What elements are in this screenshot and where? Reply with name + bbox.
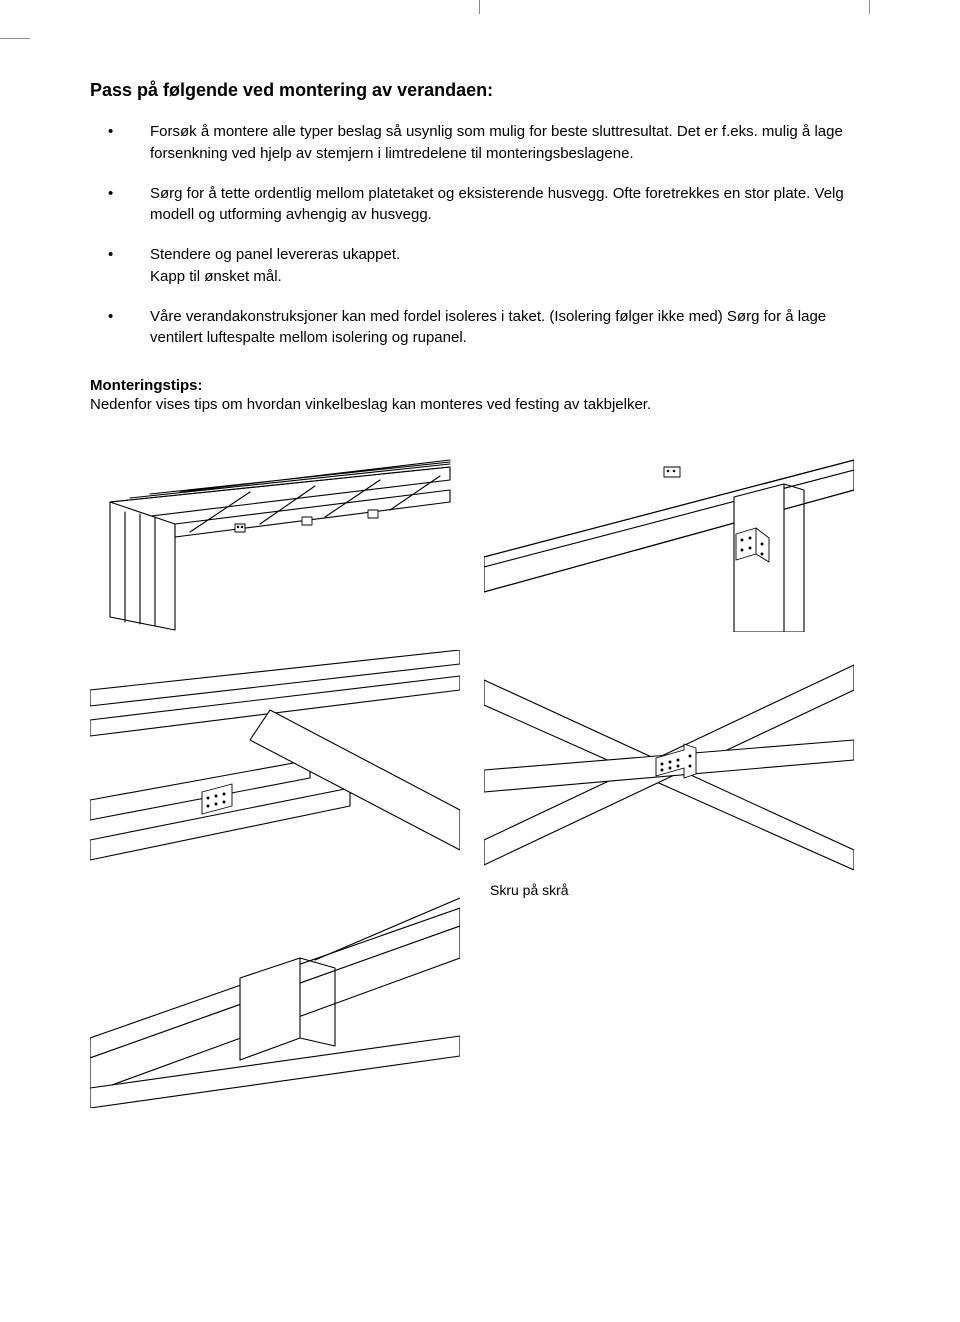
diagram-4	[484, 650, 854, 870]
tips-block: Monteringstips: Nedenfor vises tips om h…	[90, 377, 870, 416]
list-item: Forsøk å montere alle typer beslag så us…	[90, 121, 870, 165]
tips-label: Monteringstips:	[90, 377, 870, 394]
diagram-6-empty	[484, 888, 854, 1108]
diagram-grid: Skru på skrå	[90, 442, 870, 1108]
list-item-text: Sørg for å tette ordentlig mellom platet…	[150, 185, 844, 224]
bullet-list: Forsøk å montere alle typer beslag så us…	[90, 121, 870, 349]
list-item: Stendere og panel levereras ukappet. Kap…	[90, 244, 870, 288]
list-item: Sørg for å tette ordentlig mellom platet…	[90, 183, 870, 227]
diagram-2	[484, 442, 854, 632]
page-title: Pass på følgende ved montering av verand…	[90, 80, 870, 101]
tips-text: Nedenfor vises tips om hvordan vinkelbes…	[90, 394, 870, 416]
diagram-5: Skru på skrå	[90, 888, 460, 1108]
list-item: Våre verandakonstruksjoner kan med forde…	[90, 306, 870, 350]
list-item-text: Forsøk å montere alle typer beslag så us…	[150, 123, 843, 162]
diagram-3	[90, 650, 460, 870]
list-item-text: Stendere og panel levereras ukappet. Kap…	[150, 246, 400, 285]
list-item-text: Våre verandakonstruksjoner kan med forde…	[150, 308, 826, 347]
page: Pass på følgende ved montering av verand…	[0, 0, 960, 1322]
diagram-1	[90, 442, 460, 632]
